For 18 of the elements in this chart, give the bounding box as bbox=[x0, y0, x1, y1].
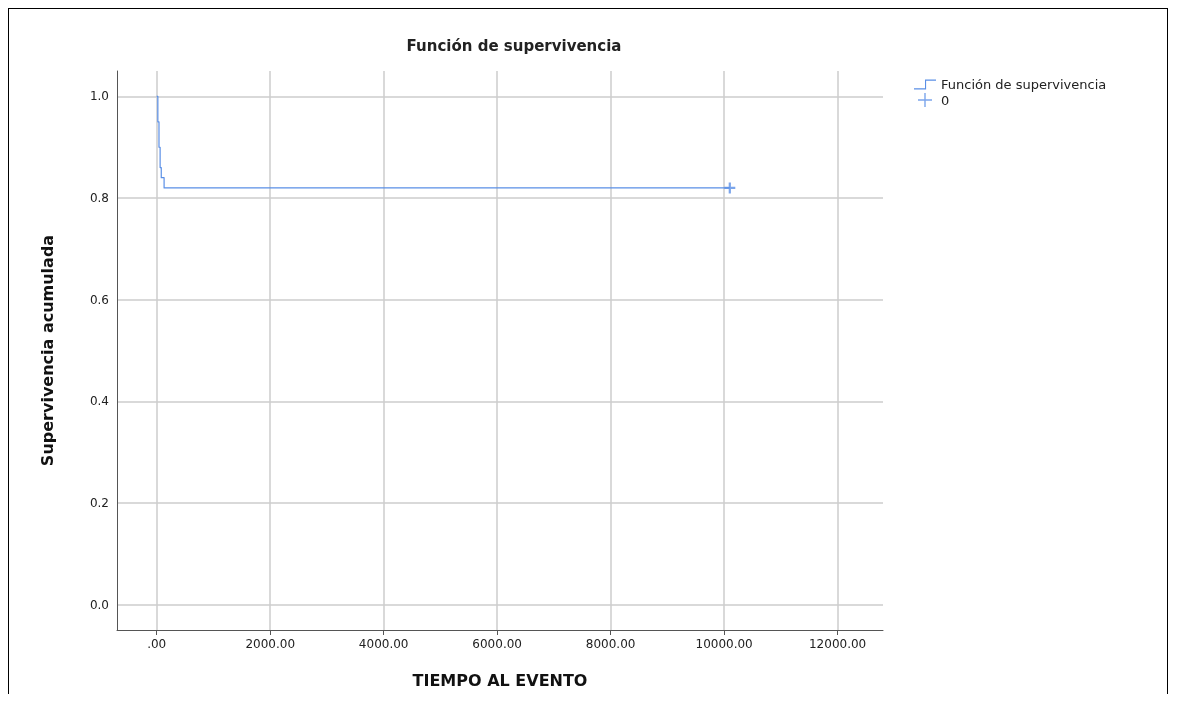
legend-label: Función de supervivencia bbox=[941, 77, 1107, 92]
chart-title: Función de supervivencia bbox=[406, 36, 622, 55]
y-tick-label: 0.6 bbox=[89, 292, 109, 307]
y-tick-label: 1.0 bbox=[89, 89, 109, 104]
y-tick-label: 0.2 bbox=[89, 495, 109, 510]
x-axis-title: TIEMPO AL EVENTO bbox=[412, 670, 588, 690]
x-tick-label: .00 bbox=[147, 637, 167, 651]
y-tick-label: 0.0 bbox=[89, 597, 109, 612]
x-tick-label: 12000.00 bbox=[808, 637, 867, 651]
x-tick-label: 8000.00 bbox=[585, 637, 636, 651]
legend-label: 0 bbox=[941, 92, 950, 108]
x-tick-label: 2000.00 bbox=[245, 637, 296, 651]
x-tick-label: 10000.00 bbox=[695, 637, 753, 651]
x-tick-label: 6000.00 bbox=[472, 637, 522, 651]
y-tick-label: 0.8 bbox=[89, 191, 109, 206]
y-tick-label: 0.4 bbox=[89, 394, 109, 409]
x-tick-label: 4000.00 bbox=[358, 637, 409, 651]
y-axis-title: Supervivencia acumulada bbox=[37, 234, 57, 467]
